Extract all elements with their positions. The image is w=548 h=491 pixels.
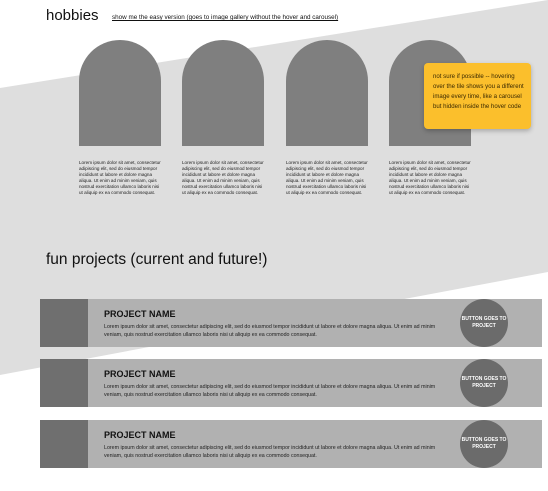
- hobbies-heading: hobbies: [46, 7, 99, 24]
- hobby-image[interactable]: [182, 40, 264, 146]
- easy-version-link[interactable]: show me the easy version (goes to image …: [112, 14, 339, 21]
- project-thumbnail: [40, 359, 88, 407]
- project-button-label: BUTTON GOES TO PROJECT: [461, 376, 507, 389]
- project-card: PROJECT NAME Lorem ipsum dolor sit amet,…: [40, 299, 542, 347]
- hobby-tile[interactable]: Lorem ipsum dolor sit amet, consectetur …: [286, 40, 368, 195]
- project-button[interactable]: BUTTON GOES TO PROJECT: [460, 299, 508, 347]
- hobby-description: Lorem ipsum dolor sit amet, consectetur …: [389, 160, 471, 196]
- project-description: Lorem ipsum dolor sit amet, consectetur …: [104, 445, 436, 459]
- hobby-tile[interactable]: Lorem ipsum dolor sit amet, consectetur …: [79, 40, 161, 195]
- hobby-description: Lorem ipsum dolor sit amet, consectetur …: [182, 160, 264, 196]
- project-name: PROJECT NAME: [104, 309, 176, 319]
- project-button-label: BUTTON GOES TO PROJECT: [461, 316, 507, 329]
- hobby-description: Lorem ipsum dolor sit amet, consectetur …: [79, 160, 161, 196]
- project-button[interactable]: BUTTON GOES TO PROJECT: [460, 359, 508, 407]
- project-thumbnail: [40, 420, 88, 468]
- project-thumbnail: [40, 299, 88, 347]
- hobby-description: Lorem ipsum dolor sit amet, consectetur …: [286, 160, 368, 196]
- projects-heading: fun projects (current and future!): [46, 251, 268, 268]
- sticky-note: not sure if possible -- hovering over th…: [424, 63, 531, 129]
- project-description: Lorem ipsum dolor sit amet, consectetur …: [104, 324, 436, 338]
- project-button-label: BUTTON GOES TO PROJECT: [461, 437, 507, 450]
- project-card: PROJECT NAME Lorem ipsum dolor sit amet,…: [40, 420, 542, 468]
- hobby-image[interactable]: [286, 40, 368, 146]
- hobby-image[interactable]: [79, 40, 161, 146]
- project-name: PROJECT NAME: [104, 369, 176, 379]
- hobby-tile[interactable]: Lorem ipsum dolor sit amet, consectetur …: [182, 40, 264, 195]
- project-card: PROJECT NAME Lorem ipsum dolor sit amet,…: [40, 359, 542, 407]
- project-description: Lorem ipsum dolor sit amet, consectetur …: [104, 384, 436, 398]
- project-name: PROJECT NAME: [104, 430, 176, 440]
- project-button[interactable]: BUTTON GOES TO PROJECT: [460, 420, 508, 468]
